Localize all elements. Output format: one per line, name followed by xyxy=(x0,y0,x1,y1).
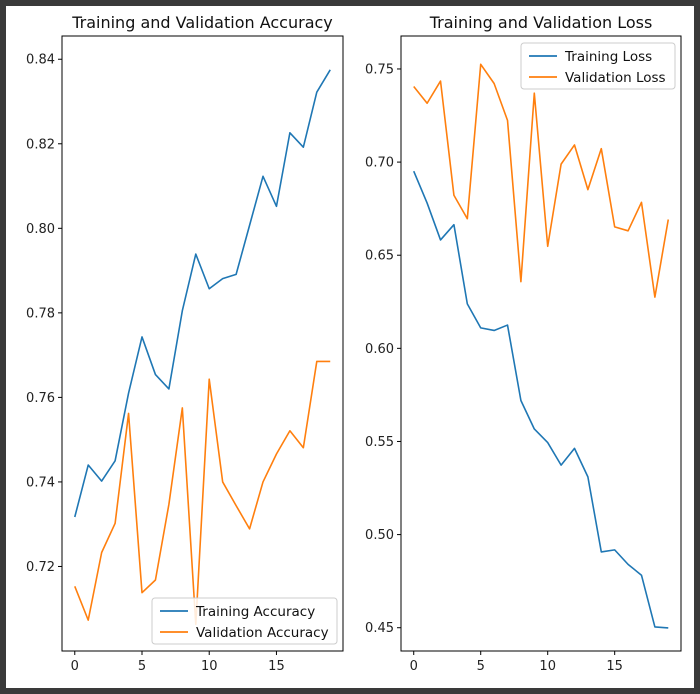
figure-canvas: Training and Validation Accuracy 0 5 10 15 0.… xyxy=(26,13,682,674)
legend: Training Accuracy Validation Accuracy xyxy=(151,597,338,645)
series-line-validation-accuracy xyxy=(74,360,331,626)
legend-entry: Validation Loss xyxy=(565,70,666,86)
chart-panel-2: Training and Validation Loss 0 5 10 15 0.45 0.… xyxy=(365,13,682,674)
y-tick-label: 0.80 xyxy=(26,222,55,237)
chart-title: Training and Validation Accuracy xyxy=(71,13,333,32)
y-tick-label: 0.45 xyxy=(365,621,394,636)
figure-frame: Training and Validation Accuracy 0 5 10 15 0.… xyxy=(6,6,694,688)
chart-panel-1: Training and Validation Accuracy 0 5 10 15 0.… xyxy=(26,13,344,674)
x-tick-label: 10 xyxy=(539,659,556,674)
legend-box xyxy=(151,597,338,645)
y-tick-label: 0.60 xyxy=(365,342,394,357)
legend: Training Loss Validation Loss xyxy=(520,42,676,90)
legend-entry: Training Loss xyxy=(564,49,652,65)
x-tick-label: 5 xyxy=(477,659,485,674)
y-tick-label: 0.75 xyxy=(365,62,394,77)
y-tick-label: 0.65 xyxy=(365,249,394,264)
x-tick-label: 10 xyxy=(201,659,218,674)
legend-box xyxy=(520,42,676,90)
y-tick-label: 0.50 xyxy=(365,528,394,543)
y-tick-label: 0.76 xyxy=(26,391,55,406)
legend-entry: Training Accuracy xyxy=(195,604,315,620)
y-tick-label: 0.74 xyxy=(26,475,55,490)
series-line-training-accuracy xyxy=(73,69,331,518)
y-tick-label: 0.78 xyxy=(26,306,55,321)
legend-entry: Validation Accuracy xyxy=(196,625,329,641)
series-line-validation-loss xyxy=(413,63,670,298)
y-tick-label: 0.55 xyxy=(365,435,394,450)
y-tick-label: 0.82 xyxy=(26,137,55,152)
axes-frame xyxy=(61,35,344,652)
y-tick-label: 0.84 xyxy=(26,53,55,68)
y-tick-label: 0.70 xyxy=(365,156,394,171)
x-tick-label: 0 xyxy=(410,659,418,674)
axes-frame xyxy=(400,35,682,652)
y-tick-label: 0.72 xyxy=(26,560,55,575)
series-line-training-loss xyxy=(412,170,669,629)
x-tick-label: 15 xyxy=(268,659,285,674)
x-tick-label: 5 xyxy=(138,659,146,674)
chart-title: Training and Validation Loss xyxy=(429,13,653,32)
x-tick-label: 15 xyxy=(606,659,623,674)
x-tick-label: 0 xyxy=(71,659,79,674)
